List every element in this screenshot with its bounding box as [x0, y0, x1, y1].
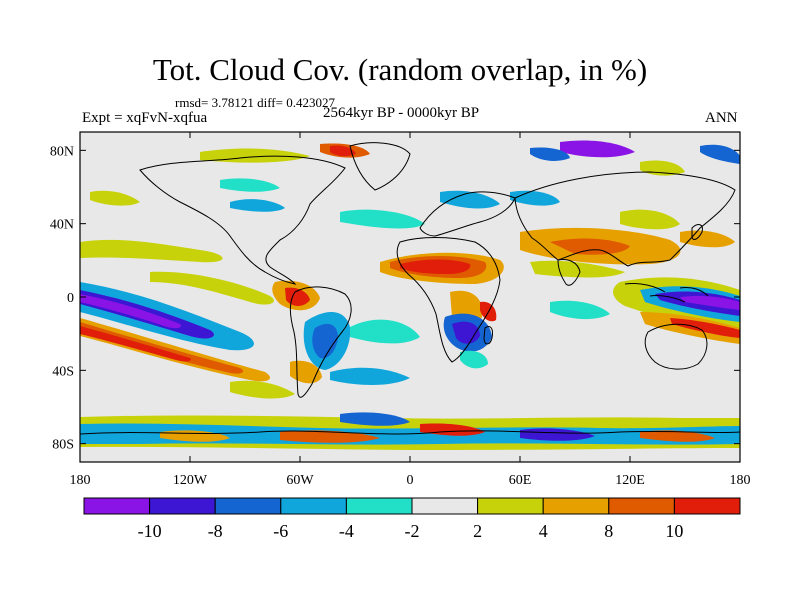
colorbar-label: -4 — [339, 521, 354, 541]
period-label: 2564kyr BP - 0000kyr BP — [323, 105, 480, 121]
season-label: ANN — [705, 110, 738, 126]
colorbar-label: -6 — [273, 521, 288, 541]
colorbar-label: 10 — [665, 521, 683, 541]
lon-tick-label: 120W — [173, 473, 208, 488]
lat-tick-label: 80S — [52, 438, 74, 453]
colorbar: -10 -8 -6 -4 -2 2 4 8 10 — [83, 497, 741, 541]
colorbar-label: 4 — [539, 521, 548, 541]
lon-tick-label: 180 — [730, 473, 751, 488]
colorbar-swatch — [149, 497, 216, 515]
colorbar-label: -2 — [405, 521, 420, 541]
colorbar-label: 2 — [473, 521, 482, 541]
coastlines — [80, 142, 740, 435]
colorbar-label: -10 — [138, 521, 162, 541]
lon-tick-label: 180 — [70, 473, 91, 488]
colorbar-swatch — [214, 497, 282, 515]
lon-tick-label: 60W — [286, 473, 314, 488]
latitude-axis: 80N 40N 0 40S 80S — [50, 144, 740, 453]
colorbar-label: -8 — [208, 521, 223, 541]
colorbar-label: 8 — [604, 521, 613, 541]
longitude-axis: 180 120W 60W 0 60E 120E 180 — [70, 132, 751, 488]
colorbar-swatch — [345, 497, 413, 515]
lon-tick-label: 60E — [509, 473, 532, 488]
lat-tick-label: 40N — [50, 218, 74, 233]
colorbar-swatch — [83, 497, 151, 515]
colorbar-swatch — [673, 497, 741, 515]
lat-tick-label: 40S — [52, 364, 74, 379]
rmsd-diff-stats: rmsd= 3.78121 diff= 0.423027 — [175, 95, 335, 110]
cloud-cover-map: 80N 40N 0 40S 80S 180 120W 60W 0 60E 120E 180 — [50, 131, 751, 488]
anomaly-field — [80, 140, 740, 462]
colorbar-swatch — [542, 497, 610, 515]
colorbar-swatch — [477, 497, 544, 515]
chart-title: Tot. Cloud Cov. (random overlap, in %) — [152, 52, 648, 87]
lat-tick-label: 80N — [50, 144, 74, 159]
experiment-label: Expt = xqFvN-xqfua — [82, 110, 208, 126]
colorbar-swatch — [608, 497, 675, 515]
lat-tick-label: 0 — [67, 291, 74, 306]
lon-tick-label: 120E — [615, 473, 645, 488]
colorbar-swatch — [280, 497, 347, 515]
lon-tick-label: 0 — [407, 473, 414, 488]
colorbar-swatch — [411, 497, 479, 515]
